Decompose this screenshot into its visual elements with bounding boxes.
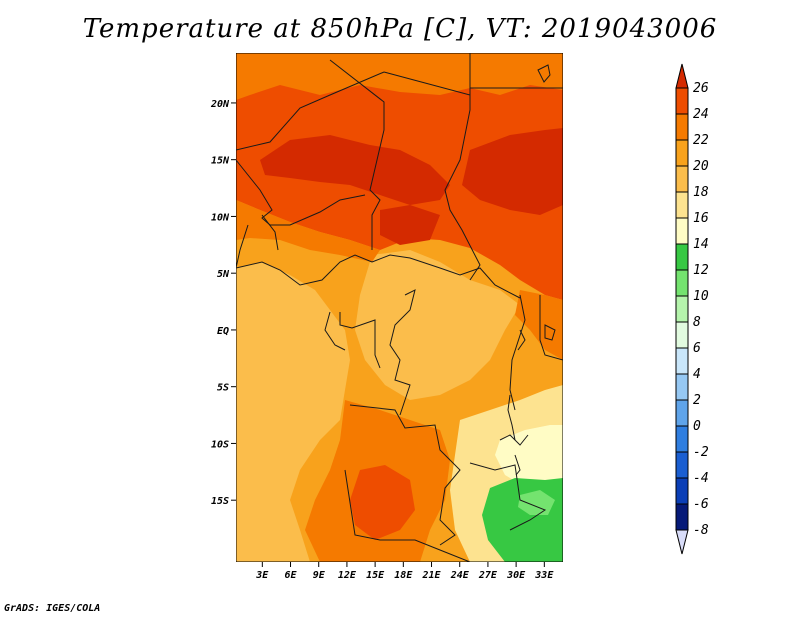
colorbar-box xyxy=(675,87,689,115)
colorbar-label: 4 xyxy=(693,367,701,382)
country-borders xyxy=(236,53,563,562)
x-tick-label: 27E xyxy=(478,570,498,581)
colorbar-label: 20 xyxy=(693,159,709,174)
colorbar-box xyxy=(675,451,689,479)
lake-outlines xyxy=(507,64,556,476)
colorbar-label: -8 xyxy=(693,523,709,538)
colorbar-label: 14 xyxy=(693,237,709,252)
temperature-region-22-sahel xyxy=(236,200,380,262)
x-tick-label: 3E xyxy=(255,570,269,581)
y-tick-label: 15N xyxy=(211,156,230,167)
temperature-region-26-core-3 xyxy=(380,205,440,245)
colorbar-label: -2 xyxy=(693,445,709,460)
x-tick-label: 15E xyxy=(366,570,385,581)
temperature-region-24-angola xyxy=(350,465,415,540)
x-tick-label: 6E xyxy=(284,570,297,581)
colorbar-bottom-arrow xyxy=(675,529,689,555)
colorbar-label: 22 xyxy=(693,133,709,148)
colorbar-top-arrow xyxy=(675,63,689,89)
x-tick-label: 12E xyxy=(338,570,357,581)
colorbar-box xyxy=(675,295,689,323)
colorbar-label: 2 xyxy=(693,393,701,408)
temperature-region-22-east xyxy=(515,290,563,360)
map-title: Temperature at 850hPa [C], VT: 201904300… xyxy=(82,14,718,44)
colorbar-box xyxy=(675,399,689,427)
colorbar-box xyxy=(675,113,689,141)
x-tick-label: 21E xyxy=(421,570,441,581)
temperature-region-26-core-1 xyxy=(260,135,450,205)
colorbar-label: 8 xyxy=(693,315,701,330)
colorbar-label: 26 xyxy=(693,81,709,96)
colorbar-box xyxy=(675,503,689,531)
x-tick-label: 18E xyxy=(394,570,413,581)
colorbar-label: 0 xyxy=(693,419,701,434)
colorbar-label: -6 xyxy=(693,497,709,512)
colorbar-box xyxy=(675,477,689,505)
temperature-region-10-zambia xyxy=(518,490,555,515)
x-tick-label: 30E xyxy=(506,570,526,581)
map-plot-area xyxy=(236,53,563,562)
colorbar-box xyxy=(675,425,689,453)
colorbar-box xyxy=(675,139,689,167)
colorbar-label: -4 xyxy=(693,471,709,486)
colorbar-label: 10 xyxy=(693,289,709,304)
colorbar-label: 18 xyxy=(693,185,709,200)
y-tick-label: EQ xyxy=(217,326,229,337)
colorbar-box xyxy=(675,347,689,375)
x-tick-label: 24E xyxy=(450,570,470,581)
colorbar-box xyxy=(675,243,689,271)
colorbar-box xyxy=(675,269,689,297)
temperature-region-18-west xyxy=(236,262,350,562)
colorbar-box xyxy=(675,191,689,219)
y-tick-label: 15S xyxy=(211,496,229,507)
temperature-region-18-central xyxy=(355,250,520,400)
y-tick-label: 5N xyxy=(217,269,230,280)
grads-credit: GrADS: IGES/COLA xyxy=(4,603,101,614)
colorbar-label: 6 xyxy=(693,341,701,356)
y-tick-label: 10N xyxy=(211,212,230,223)
x-axis: 3E 6E 9E 12E 15E 18E 21E 24E 27E 30E 33E xyxy=(255,562,554,581)
colorbar-box xyxy=(675,165,689,193)
y-tick-label: 10S xyxy=(211,439,229,450)
y-tick-label: 5S xyxy=(217,383,229,394)
temperature-region-26-core-2 xyxy=(462,128,563,215)
y-tick-label: 20N xyxy=(210,99,230,110)
colorbar-box xyxy=(675,217,689,245)
colorbar-label: 16 xyxy=(693,211,709,226)
x-tick-label: 9E xyxy=(313,570,326,581)
colorbar-box xyxy=(675,321,689,349)
x-tick-label: 33E xyxy=(534,570,554,581)
colorbar-box xyxy=(675,373,689,401)
colorbar-label: 12 xyxy=(693,263,709,278)
y-axis: 20N 15N 10N 5N EQ 5S 10S 15S xyxy=(210,99,236,507)
colorbar-label: 24 xyxy=(693,107,709,122)
